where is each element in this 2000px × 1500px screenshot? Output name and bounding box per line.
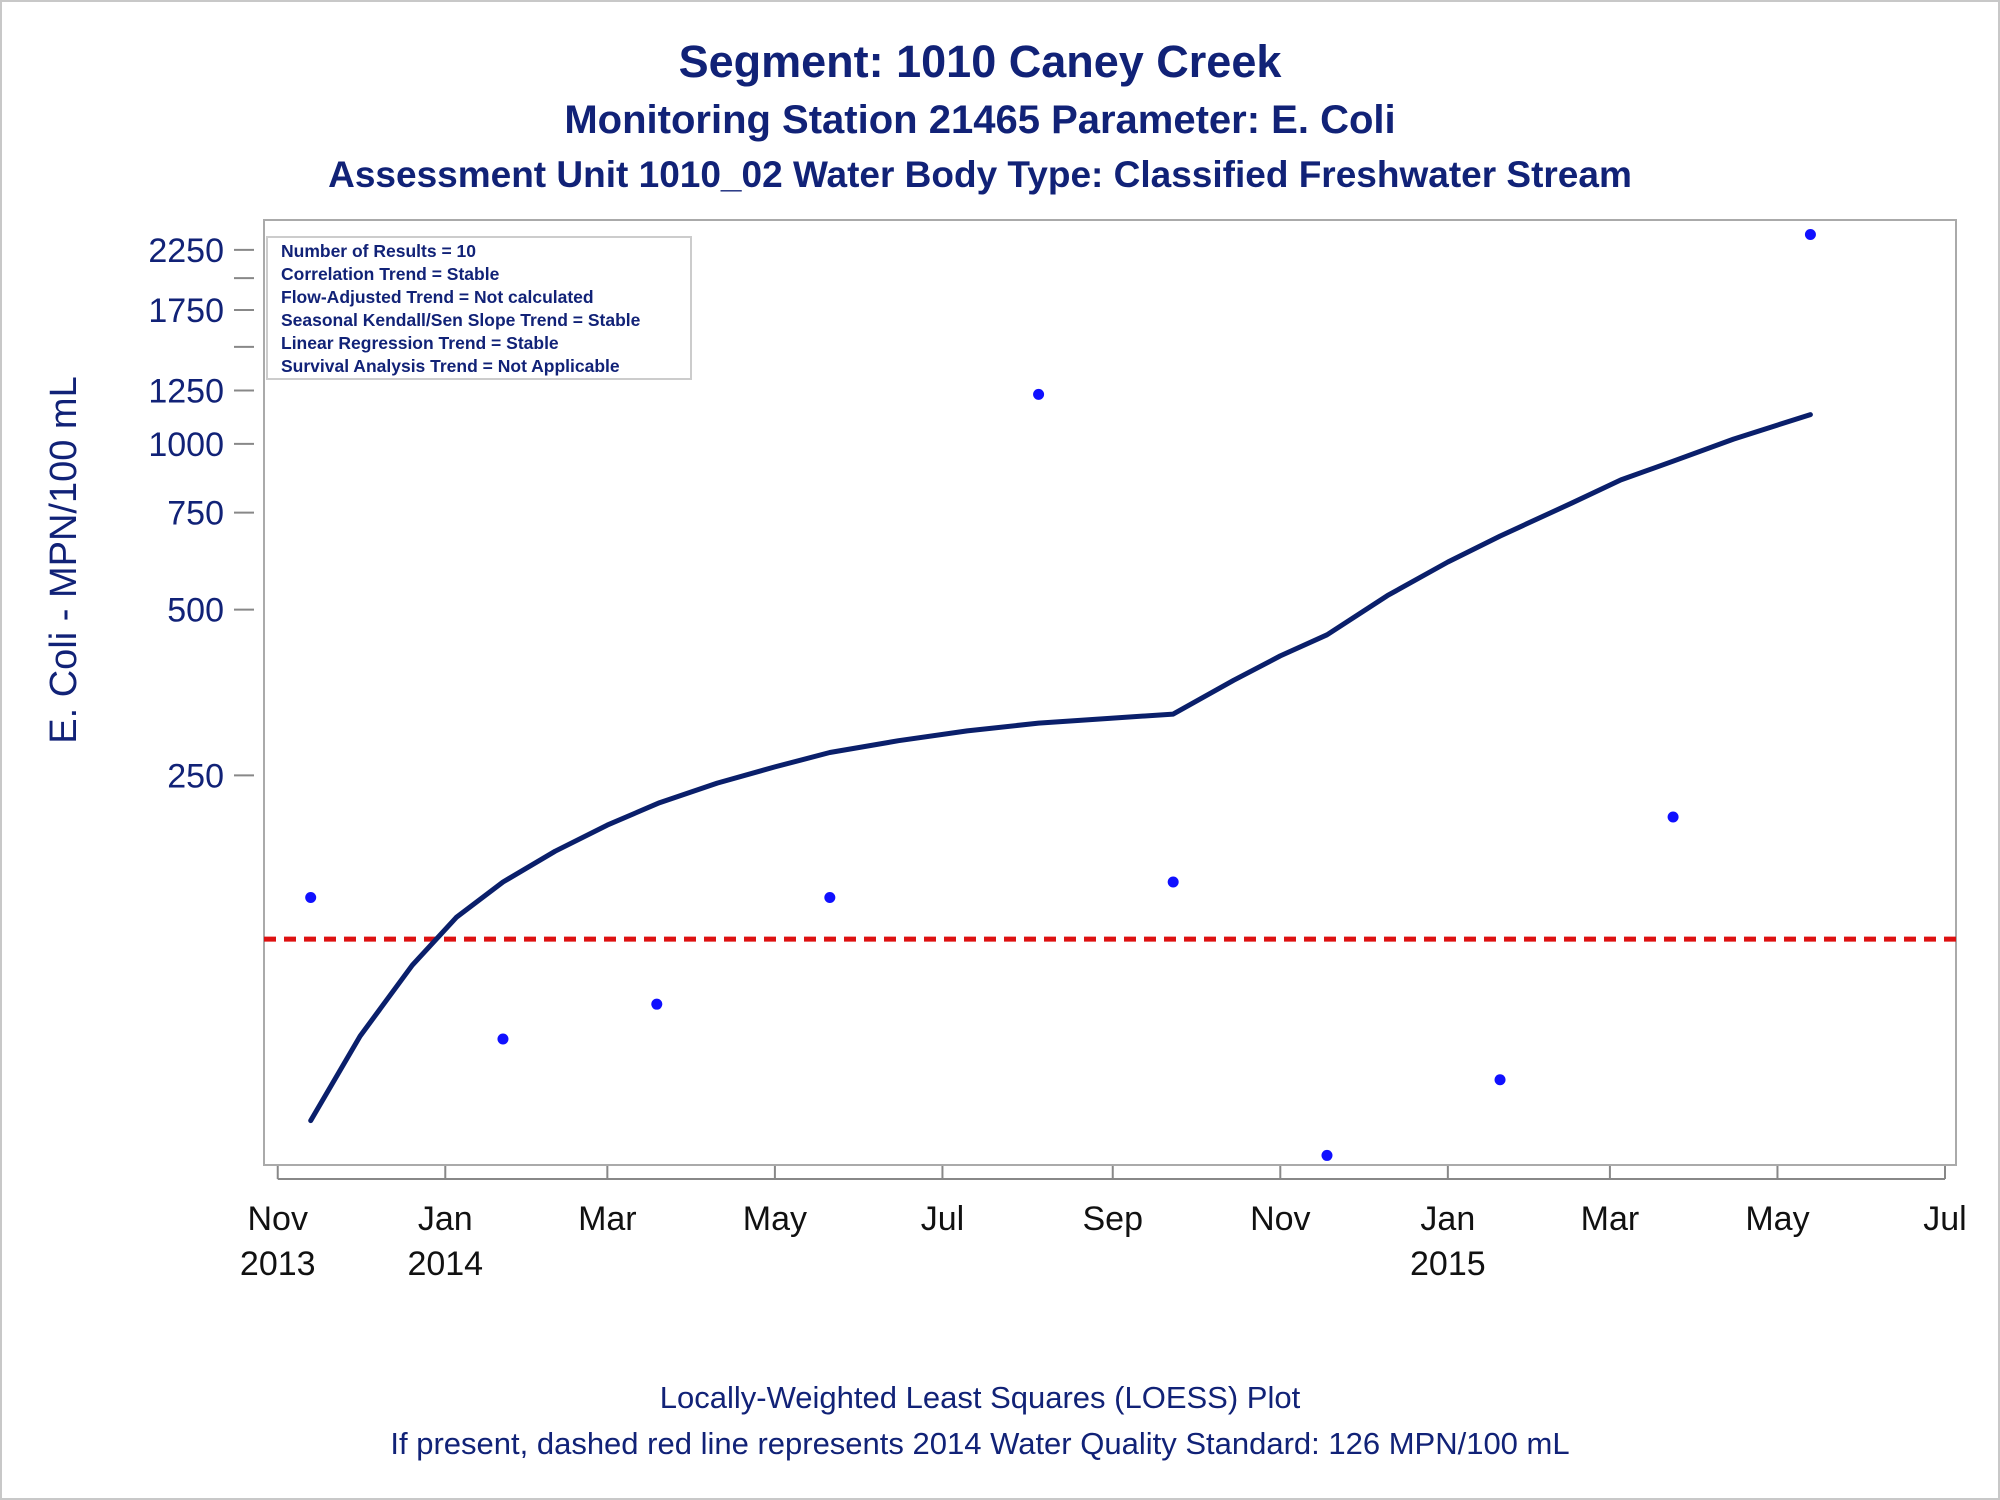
x-tick-label-month: Mar (578, 1200, 637, 1238)
trend-info-line: Linear Regression Trend = Stable (281, 333, 559, 353)
x-tick-label-month: Nov (247, 1200, 307, 1238)
x-tick-label-month: May (1745, 1200, 1809, 1238)
trend-info-box (266, 236, 692, 380)
chart-subtitle-2: Assessment Unit 1010_02 Water Body Type:… (328, 154, 1632, 195)
data-point (305, 891, 317, 903)
trend-info-line: Seasonal Kendall/Sen Slope Trend = Stabl… (281, 310, 641, 330)
loess-line (308, 412, 1813, 1124)
trend-info-line: Correlation Trend = Stable (281, 264, 500, 284)
data-point (1167, 876, 1179, 888)
x-tick-label-month: Jul (921, 1200, 964, 1238)
x-tick-label-month: Mar (1581, 1200, 1640, 1238)
plot-area (263, 219, 1957, 1166)
data-point (497, 1033, 509, 1045)
data-point (1033, 388, 1045, 400)
data-point (1667, 811, 1679, 823)
chart-title: Segment: 1010 Caney Creek (678, 36, 1282, 87)
x-tick-label-year: 2014 (407, 1245, 483, 1283)
x-tick-label-month: Sep (1082, 1200, 1143, 1238)
y-tick-label: 500 (167, 592, 224, 630)
trend-info-line: Survival Analysis Trend = Not Applicable (281, 356, 620, 376)
data-point (651, 998, 663, 1010)
y-tick-label: 250 (167, 757, 224, 795)
chart-subtitle: Monitoring Station 21465 Parameter: E. C… (564, 98, 1396, 142)
y-tick-label: 1250 (148, 372, 224, 410)
y-tick-label: 1750 (148, 292, 224, 330)
data-point (1321, 1149, 1333, 1161)
x-tick-label-year: 2015 (1410, 1245, 1486, 1283)
data-point (824, 891, 836, 903)
data-point (1494, 1074, 1506, 1086)
y-tick-label: 1000 (148, 426, 224, 464)
footnote-standard: If present, dashed red line represents 2… (390, 1426, 1570, 1461)
x-tick-label-month: Nov (1250, 1200, 1310, 1238)
y-axis-label: E. Coli - MPN/100 mL (43, 376, 85, 743)
x-tick-label-month: Jan (1420, 1200, 1475, 1238)
trend-info-line: Number of Results = 10 (281, 241, 476, 261)
x-tick-label-year: 2013 (240, 1245, 316, 1283)
trend-info-line: Flow-Adjusted Trend = Not calculated (281, 287, 594, 307)
x-tick-label-month: Jan (418, 1200, 473, 1238)
x-tick-label-month: Jul (1923, 1200, 1966, 1238)
footnote-plot-type: Locally-Weighted Least Squares (LOESS) P… (659, 1380, 1301, 1415)
x-tick-label-month: May (743, 1200, 807, 1238)
data-point (1804, 228, 1816, 240)
y-tick-label: 750 (167, 495, 224, 533)
y-tick-label: 2250 (148, 232, 224, 270)
